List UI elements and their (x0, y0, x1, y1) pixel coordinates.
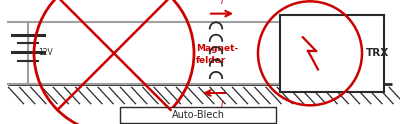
Text: 12V: 12V (38, 48, 53, 57)
Bar (120, 107, 276, 123)
Text: Magnet-: Magnet- (196, 44, 238, 53)
Text: Auto-Blech: Auto-Blech (172, 110, 224, 120)
Text: TRX: TRX (366, 48, 389, 58)
Text: I: I (221, 0, 223, 6)
Bar (280, 15, 384, 92)
Text: I: I (221, 100, 223, 109)
Text: felder: felder (196, 56, 226, 65)
